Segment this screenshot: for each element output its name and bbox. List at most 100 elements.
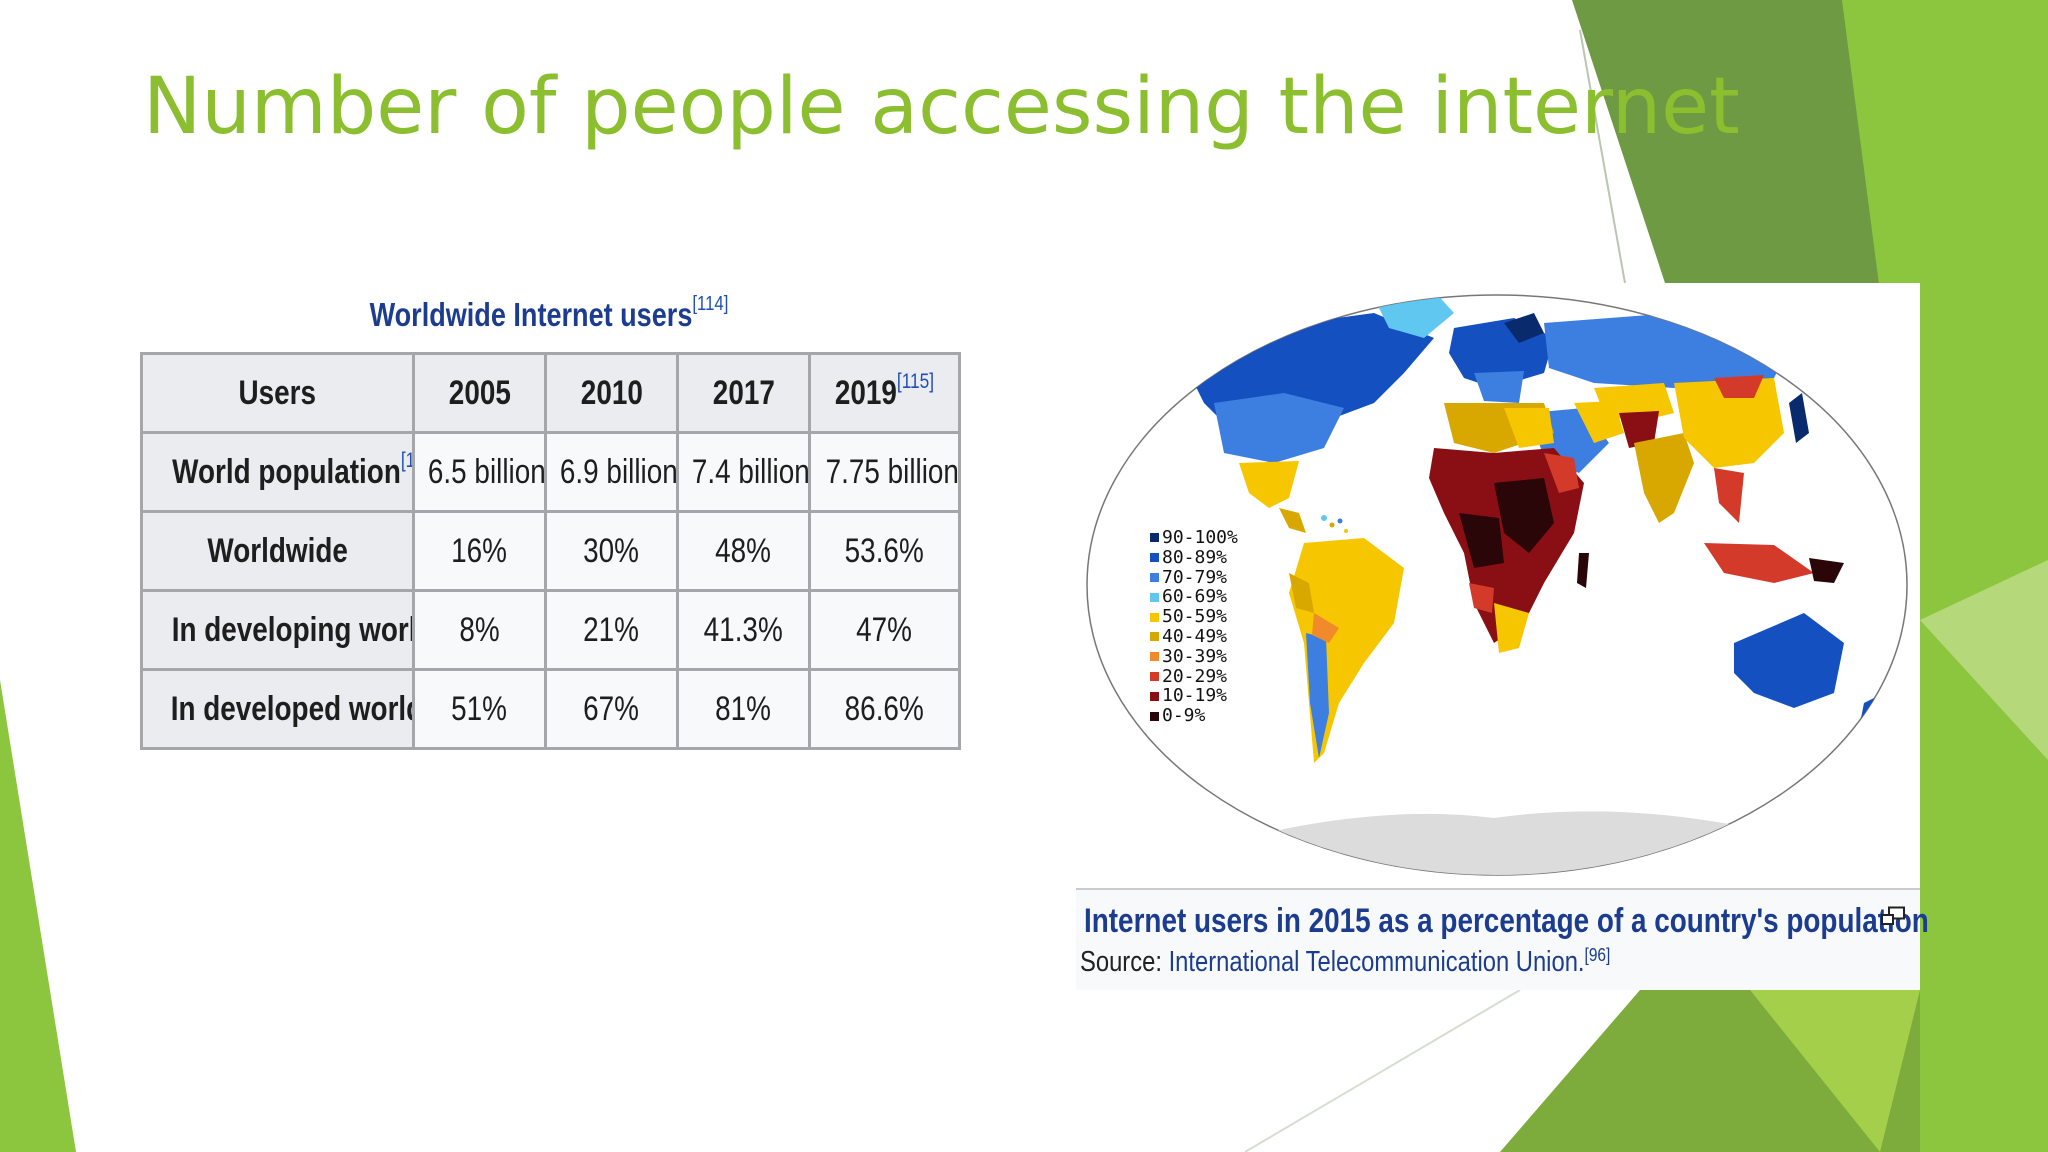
cell-value: 48% (715, 531, 772, 570)
cell-value: 41.3% (703, 610, 784, 649)
table-caption-ref[interactable]: [114] (692, 292, 729, 315)
table-header-row: Users 2005 2010 2017 2019[115] (140, 352, 961, 434)
cell-value: 51% (451, 689, 508, 728)
legend-label: 60-69% (1162, 586, 1228, 608)
legend-swatch (1150, 652, 1159, 662)
legend-label: 80-89% (1162, 546, 1228, 568)
legend-swatch (1150, 612, 1159, 622)
legend-label: 10-19% (1162, 685, 1228, 707)
legend-item: 20-29% (1150, 665, 1270, 687)
row-label: World population[116] (140, 431, 415, 513)
cell-value: 86.6% (844, 689, 925, 728)
row-label-ref[interactable]: [116] (400, 448, 414, 472)
legend-item: 60-69% (1150, 587, 1270, 607)
table-row: Worldwide 16% 30% 48% 53.6% (140, 510, 961, 592)
row-label: Worldwide (140, 510, 415, 592)
table-cell: 16% (412, 510, 547, 592)
table-cell: 47% (808, 589, 961, 671)
header-users: Users (140, 352, 415, 434)
table-cell: 30% (544, 510, 679, 592)
legend-item: 50-59% (1150, 607, 1270, 627)
row-label-text: World population (172, 452, 401, 491)
table-cell: 7.75 billion (808, 431, 961, 513)
cell-value: 7.75 billion (825, 452, 959, 491)
map-legend: 90-100% 80-89% 70-79% 60-69% 50-59% 40-49% 30-… (1150, 528, 1270, 726)
legend-item: 80-89% (1150, 546, 1270, 568)
cell-value: 6.9 billion (559, 452, 678, 491)
cell-value: 67% (583, 689, 640, 728)
cell-value: 21% (583, 610, 640, 649)
row-label-text: In developed world (170, 689, 414, 728)
table-caption: Worldwide Internet users[114] (214, 292, 885, 334)
table-cell: 53.6% (808, 510, 961, 592)
table-cell: 48% (676, 510, 811, 592)
cell-value: 7.4 billion (691, 452, 810, 491)
legend-label: 50-59% (1162, 606, 1228, 628)
row-label: In developing world (140, 589, 415, 671)
source-label: Source: (1080, 946, 1162, 978)
legend-swatch (1150, 632, 1159, 642)
header-label: 2017 (712, 373, 775, 412)
legend-swatch (1150, 533, 1159, 543)
table-row: World population[116] 6.5 billion 6.9 bi… (140, 431, 961, 513)
world-map-image[interactable]: 90-100% 80-89% 70-79% 60-69% 50-59% 40-49% 30-… (1074, 283, 1920, 989)
table-cell: 51% (412, 668, 547, 750)
table-cell: 6.9 billion (544, 431, 679, 513)
source-ref[interactable]: [96] (1584, 944, 1611, 965)
row-label-text: In developing world (171, 610, 414, 649)
cell-value: 6.5 billion (427, 452, 546, 491)
table-row: In developed world 51% 67% 81% 86.6% (140, 668, 961, 750)
legend-swatch (1150, 691, 1159, 701)
legend-item: 30-39% (1150, 645, 1270, 667)
header-label: 2019 (834, 373, 897, 412)
world-map-graphic (1086, 294, 1908, 876)
cell-value: 8% (459, 610, 500, 649)
header-2017: 2017 (676, 352, 811, 434)
legend-label: 0-9% (1162, 705, 1206, 727)
header-label: 2005 (448, 373, 511, 412)
legend-swatch (1150, 553, 1159, 563)
legend-swatch (1150, 711, 1159, 721)
row-label: In developed world (140, 668, 415, 750)
table-cell: 41.3% (676, 589, 811, 671)
table-caption-text: Worldwide Internet users (369, 296, 693, 333)
legend-swatch (1150, 671, 1159, 681)
enlarge-icon[interactable] (1880, 906, 1906, 928)
map-caption: Internet users in 2015 as a percentage o… (1076, 888, 1929, 990)
table-cell: 67% (544, 668, 679, 750)
table-cell: 86.6% (808, 668, 961, 750)
table-cell: 81% (676, 668, 811, 750)
internet-users-table: Users 2005 2010 2017 2019[115] World pop… (140, 352, 961, 750)
legend-item: 10-19% (1150, 686, 1270, 706)
slide-title: Number of people accessing the internet (143, 62, 1740, 152)
table-cell: 6.5 billion (412, 431, 547, 513)
source-link[interactable]: International Telecommunication Union. (1168, 946, 1585, 978)
legend-label: 30-39% (1162, 645, 1228, 667)
legend-swatch (1150, 592, 1159, 602)
header-2010: 2010 (544, 352, 679, 434)
legend-item: 70-79% (1150, 566, 1270, 588)
legend-label: 20-29% (1162, 665, 1228, 687)
legend-label: 90-100% (1162, 527, 1238, 548)
header-ref[interactable]: [115] (896, 369, 935, 393)
cell-value: 53.6% (844, 531, 925, 570)
header-2019: 2019[115] (808, 352, 961, 434)
cell-value: 30% (583, 531, 640, 570)
cell-value: 81% (715, 689, 772, 728)
header-label: 2010 (580, 373, 643, 412)
legend-label: 70-79% (1162, 566, 1228, 588)
header-label: Users (238, 373, 317, 412)
cell-value: 16% (451, 531, 508, 570)
header-2005: 2005 (412, 352, 547, 434)
legend-item: 40-49% (1150, 627, 1270, 647)
table-row: In developing world 8% 21% 41.3% 47% (140, 589, 961, 671)
cell-value: 47% (856, 610, 913, 649)
map-caption-title: Internet users in 2015 as a percentage o… (1084, 902, 1929, 940)
row-label-text: Worldwide (207, 531, 348, 570)
legend-item: 0-9% (1150, 706, 1270, 726)
table-cell: 8% (412, 589, 547, 671)
table-cell: 21% (544, 589, 679, 671)
legend-swatch (1150, 572, 1159, 582)
table-cell: 7.4 billion (676, 431, 811, 513)
